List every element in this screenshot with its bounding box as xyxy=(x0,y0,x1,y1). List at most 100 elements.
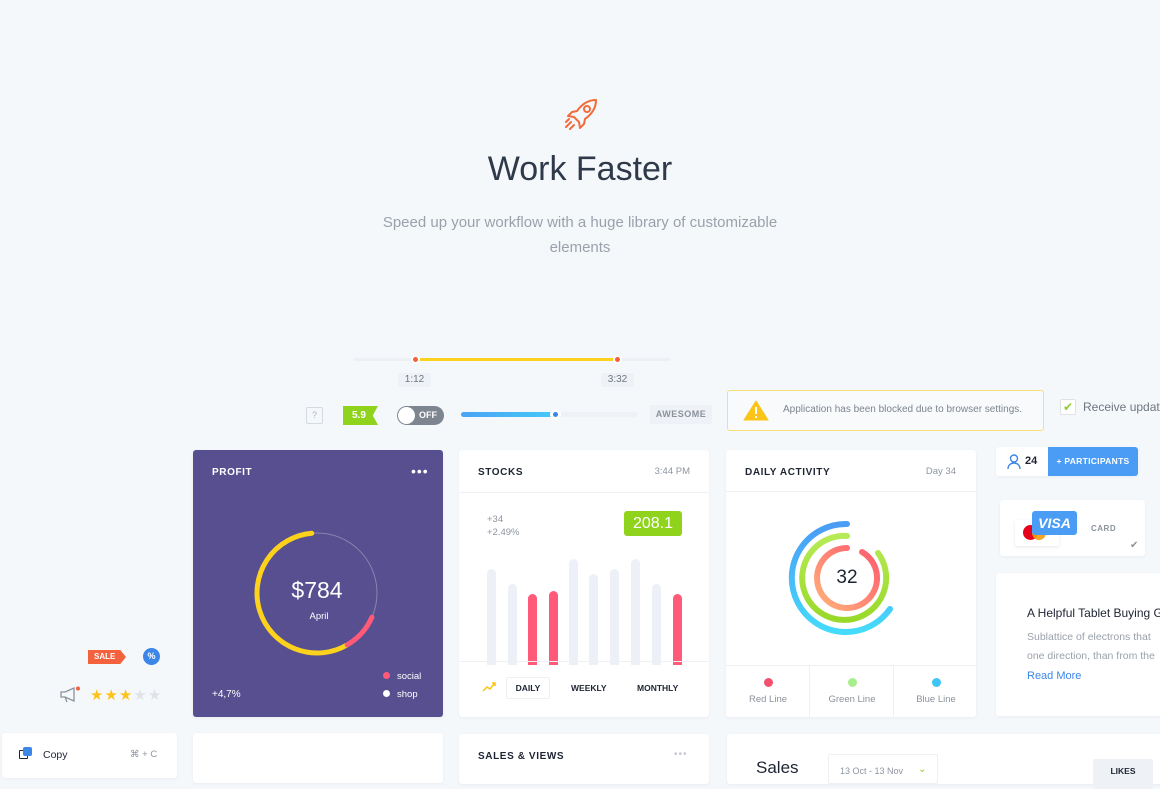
stocks-change-pct: +2.49% xyxy=(487,527,520,538)
arc-social xyxy=(344,614,375,648)
menu-item-copy[interactable]: Copy xyxy=(43,749,68,761)
trend-up-icon xyxy=(482,682,496,692)
slider-handle[interactable] xyxy=(550,409,561,420)
more-options-icon[interactable]: ••• xyxy=(674,749,688,760)
profit-title: PROFIT xyxy=(212,467,253,478)
likes-tab[interactable]: LIKES xyxy=(1093,759,1153,789)
article-title: A Helpful Tablet Buying Guide xyxy=(1027,606,1160,620)
check-icon: ✔ xyxy=(1130,540,1139,551)
arc-shop xyxy=(254,530,350,656)
activity-value: 32 xyxy=(836,567,858,588)
legend-dot xyxy=(383,672,390,679)
subtitle-line: elements xyxy=(549,239,611,256)
participant-count: 24 xyxy=(1025,455,1038,467)
tab-monthly[interactable]: MONTHLY xyxy=(637,683,679,693)
daily-activity-card: DAILY ACTIVITY Day 34 32 Red Line Green L… xyxy=(726,450,976,717)
tab-weekly[interactable]: WEEKLY xyxy=(571,683,607,693)
copy-shortcut: ⌘ + C xyxy=(130,749,158,760)
star-icon[interactable]: ★ xyxy=(90,687,105,704)
article-card: A Helpful Tablet Buying Guide Sublattice… xyxy=(996,573,1160,716)
profit-donut xyxy=(254,530,378,656)
activity-legend-item: Red Line xyxy=(726,678,810,705)
range-handle-start[interactable] xyxy=(411,355,420,364)
stocks-card: STOCKS 3:44 PM +34 +2.49% 208.1 DAILY WE… xyxy=(459,450,709,717)
sales-title: Sales xyxy=(756,758,799,777)
stock-bar xyxy=(589,574,598,665)
green-ring xyxy=(799,532,890,623)
star-rating[interactable]: ★★★★★ xyxy=(90,686,162,704)
legend-dot xyxy=(383,690,390,697)
card-label: CARD xyxy=(1091,524,1117,533)
legend-dot xyxy=(763,678,773,687)
legend-dot xyxy=(931,678,941,687)
percent-badge: % xyxy=(143,648,160,665)
value-slider[interactable] xyxy=(461,409,638,420)
stock-bar xyxy=(508,584,517,665)
star-icon[interactable]: ★ xyxy=(104,687,119,704)
receive-updates-checkbox[interactable]: ✔ xyxy=(1060,399,1076,415)
context-menu: Copy ⌘ + C xyxy=(2,733,177,778)
checkbox-label: Receive updates xyxy=(1083,400,1160,414)
profit-card: PROFIT ••• $784 April +4,7% social shop xyxy=(193,450,443,717)
legend-label: Green Line xyxy=(828,694,876,705)
legend-label: Blue Line xyxy=(916,694,956,705)
range-end-label: 3:32 xyxy=(601,373,634,387)
range-fill xyxy=(414,358,618,361)
sales-views-title: SALES & VIEWS xyxy=(478,751,565,762)
stock-bar xyxy=(610,569,619,665)
toggle-knob xyxy=(398,407,415,424)
star-icon[interactable]: ★ xyxy=(133,687,148,704)
date-range-picker[interactable]: 13 Oct - 13 Nov ⌄ xyxy=(828,754,938,784)
subtitle-line: Speed up your workflow with a huge libra… xyxy=(382,214,778,231)
toggle-label: OFF xyxy=(419,410,437,420)
stock-bar xyxy=(487,569,496,665)
profit-change: +4,7% xyxy=(212,689,241,700)
range-slider[interactable] xyxy=(354,355,670,364)
alert-banner: Application has been blocked due to brow… xyxy=(727,390,1044,431)
star-icon[interactable]: ★ xyxy=(147,687,163,704)
megaphone-icon[interactable] xyxy=(59,686,81,704)
sales-card: Sales 13 Oct - 13 Nov ⌄ LIKES xyxy=(727,734,1160,789)
read-more-link[interactable]: Read More xyxy=(1027,670,1082,682)
more-options-icon[interactable]: ••• xyxy=(411,463,429,479)
profit-amount: $784 xyxy=(291,577,343,603)
activity-legend-item: Green Line xyxy=(810,678,894,705)
article-excerpt: Sublattice of electrons that one directi… xyxy=(1027,628,1155,666)
legend-shop: shop xyxy=(383,689,418,700)
rating-badge: 5.9 xyxy=(343,406,378,425)
stocks-title: STOCKS xyxy=(478,467,524,478)
legend-label: Red Line xyxy=(748,694,788,705)
warning-icon xyxy=(743,400,769,421)
legend-social: social xyxy=(383,671,421,682)
stock-bar xyxy=(652,584,661,665)
slider-value-label: AWESOME xyxy=(650,405,712,424)
stock-bar xyxy=(569,559,578,665)
tab-daily[interactable]: DAILY xyxy=(506,677,550,699)
stock-bar xyxy=(673,594,682,665)
legend-label: social xyxy=(397,671,422,682)
range-start-label: 1:12 xyxy=(398,373,431,387)
stock-bar xyxy=(528,594,537,665)
activity-day: Day 34 xyxy=(925,466,956,477)
red-ring xyxy=(814,545,881,611)
legend-dot xyxy=(847,678,857,687)
legend-label: shop xyxy=(397,689,418,700)
page-subtitle: Speed up your workflow with a huge libra… xyxy=(0,210,1160,260)
profit-month: April xyxy=(309,611,329,622)
payment-card-option[interactable]: VISA CARD ✔ xyxy=(1000,500,1145,556)
stock-price-badge: 208.1 xyxy=(624,511,682,536)
stock-bar xyxy=(631,559,640,665)
sales-views-card: SALES & VIEWS ••• xyxy=(459,734,709,784)
activity-title: DAILY ACTIVITY xyxy=(745,467,831,478)
help-icon[interactable]: ? xyxy=(306,407,323,424)
blank-card xyxy=(193,733,443,783)
star-icon[interactable]: ★ xyxy=(118,687,134,704)
activity-legend-item: Blue Line xyxy=(894,678,978,705)
add-participants-button[interactable]: + PARTICIPANTS xyxy=(1048,447,1138,476)
participants-widget: 24 + PARTICIPANTS xyxy=(996,447,1138,476)
sale-badge: SALE xyxy=(88,650,126,664)
range-handle-end[interactable] xyxy=(613,355,622,364)
stocks-change-abs: +34 xyxy=(487,514,504,525)
toggle-switch[interactable]: OFF xyxy=(397,406,444,425)
excerpt-line: one direction, than from the xyxy=(1027,650,1155,662)
